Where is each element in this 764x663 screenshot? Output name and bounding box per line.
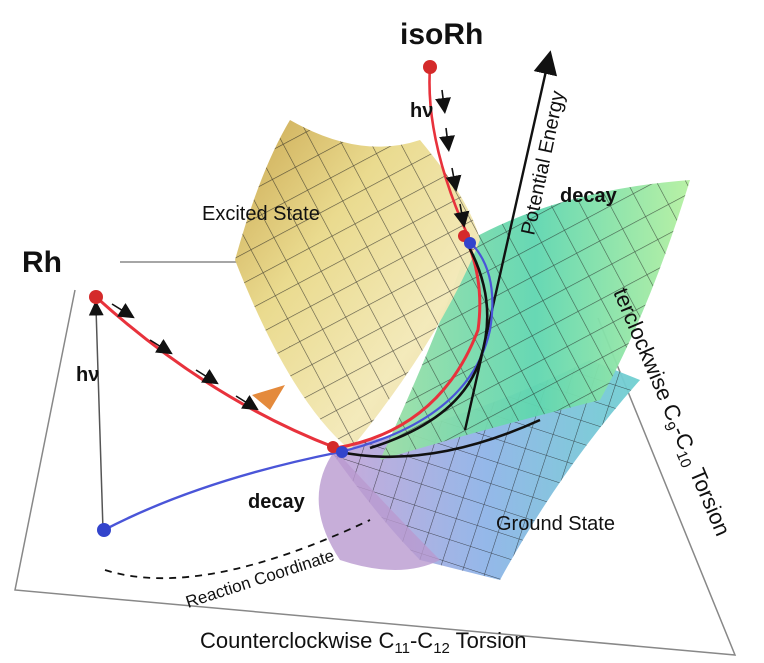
base-frame: [14, 261, 737, 656]
upper-intersection-blue: [464, 237, 476, 249]
ground-path-right: [339, 239, 494, 454]
potential-energy-axis: [463, 50, 558, 431]
excited-path-left: [94, 295, 337, 450]
decay-label-upper: decay: [560, 185, 618, 207]
rh-ground-point: [97, 523, 111, 537]
rh-excited-point: [89, 290, 103, 304]
conical-intersection-blue: [336, 446, 348, 458]
hv-label-top: hν: [410, 100, 433, 122]
rh-label: Rh: [22, 246, 62, 279]
decay-label-lower: decay: [248, 491, 306, 513]
ground-path-left: [103, 450, 341, 532]
excited-state-label: Excited State: [202, 203, 320, 225]
hv-label-left: hν: [76, 364, 99, 386]
ground-state-label: Ground State: [496, 513, 615, 535]
isorh-label: isoRh: [400, 18, 483, 51]
isorh-point: [423, 60, 437, 74]
excited-path-right: [335, 235, 482, 450]
direction-arrows: [111, 89, 470, 411]
ground-state-surface-lower: [330, 360, 640, 580]
reaction-coordinate-path: [104, 519, 371, 580]
orange-flap: [252, 385, 285, 410]
excited-state-surface: [235, 120, 480, 570]
excitation-line-left: [88, 300, 104, 531]
torsion-c9-c10-label: terclockwise C9-C10 Torsion: [605, 284, 736, 541]
conical-intersection-red: [327, 441, 339, 453]
torsion-c11-c12-label: Counterclockwise C11-C12 Torsion: [200, 628, 527, 657]
reaction-coordinate-label: Reaction Coordinate: [183, 546, 336, 612]
decay-path-black: [339, 239, 541, 459]
